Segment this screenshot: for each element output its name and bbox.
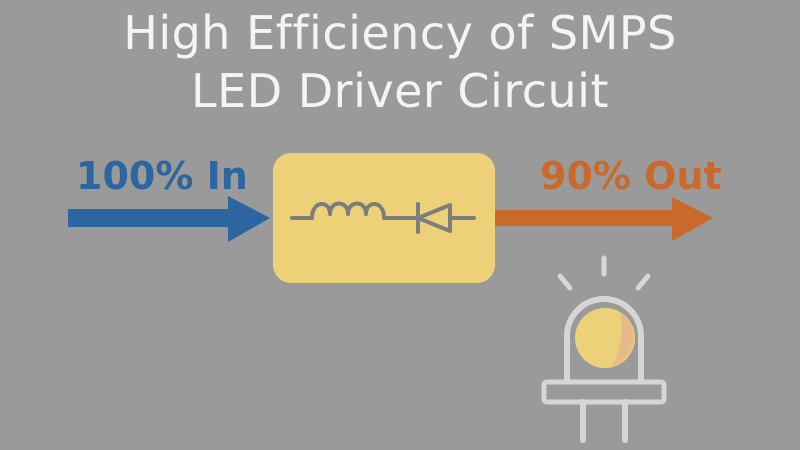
led-rays (557, 255, 651, 291)
input-arrow (68, 196, 270, 242)
output-arrow (495, 197, 713, 241)
led-icon (541, 255, 667, 443)
input-label: 100% In (76, 154, 248, 198)
diode-icon (416, 202, 476, 234)
title-line-2: LED Driver Circuit (191, 64, 609, 118)
title-line-1: High Efficiency of SMPS (123, 6, 677, 60)
output-label: 90% Out (540, 154, 722, 198)
inductor-icon (290, 201, 420, 220)
diagram-title: High Efficiency of SMPS LED Driver Circu… (0, 4, 800, 120)
